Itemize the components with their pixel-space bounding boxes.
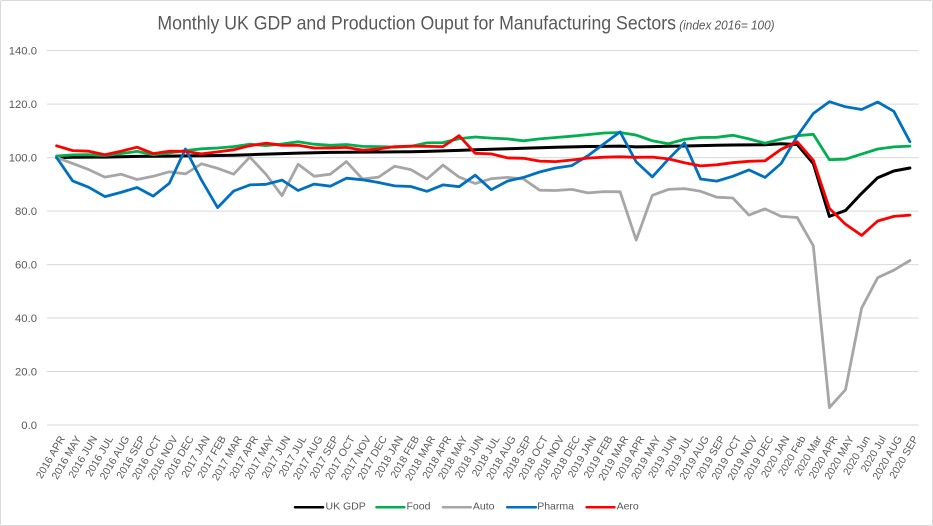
svg-text:0.0: 0.0 (21, 420, 37, 432)
svg-text:Food: Food (407, 500, 431, 512)
svg-text:100.0: 100.0 (9, 153, 37, 165)
svg-text:Pharma: Pharma (537, 500, 574, 512)
svg-text:UK GDP: UK GDP (326, 500, 366, 512)
svg-text:Auto: Auto (473, 500, 495, 512)
svg-text:60.0: 60.0 (15, 260, 37, 272)
svg-text:120.0: 120.0 (9, 99, 37, 111)
svg-text:Monthly UK GDP and Production: Monthly UK GDP and Production Ouput for … (157, 12, 774, 34)
svg-text:40.0: 40.0 (15, 313, 37, 325)
svg-text:Aero: Aero (617, 500, 639, 512)
svg-text:20.0: 20.0 (15, 367, 37, 379)
svg-text:140.0: 140.0 (9, 46, 37, 58)
svg-text:80.0: 80.0 (15, 206, 37, 218)
